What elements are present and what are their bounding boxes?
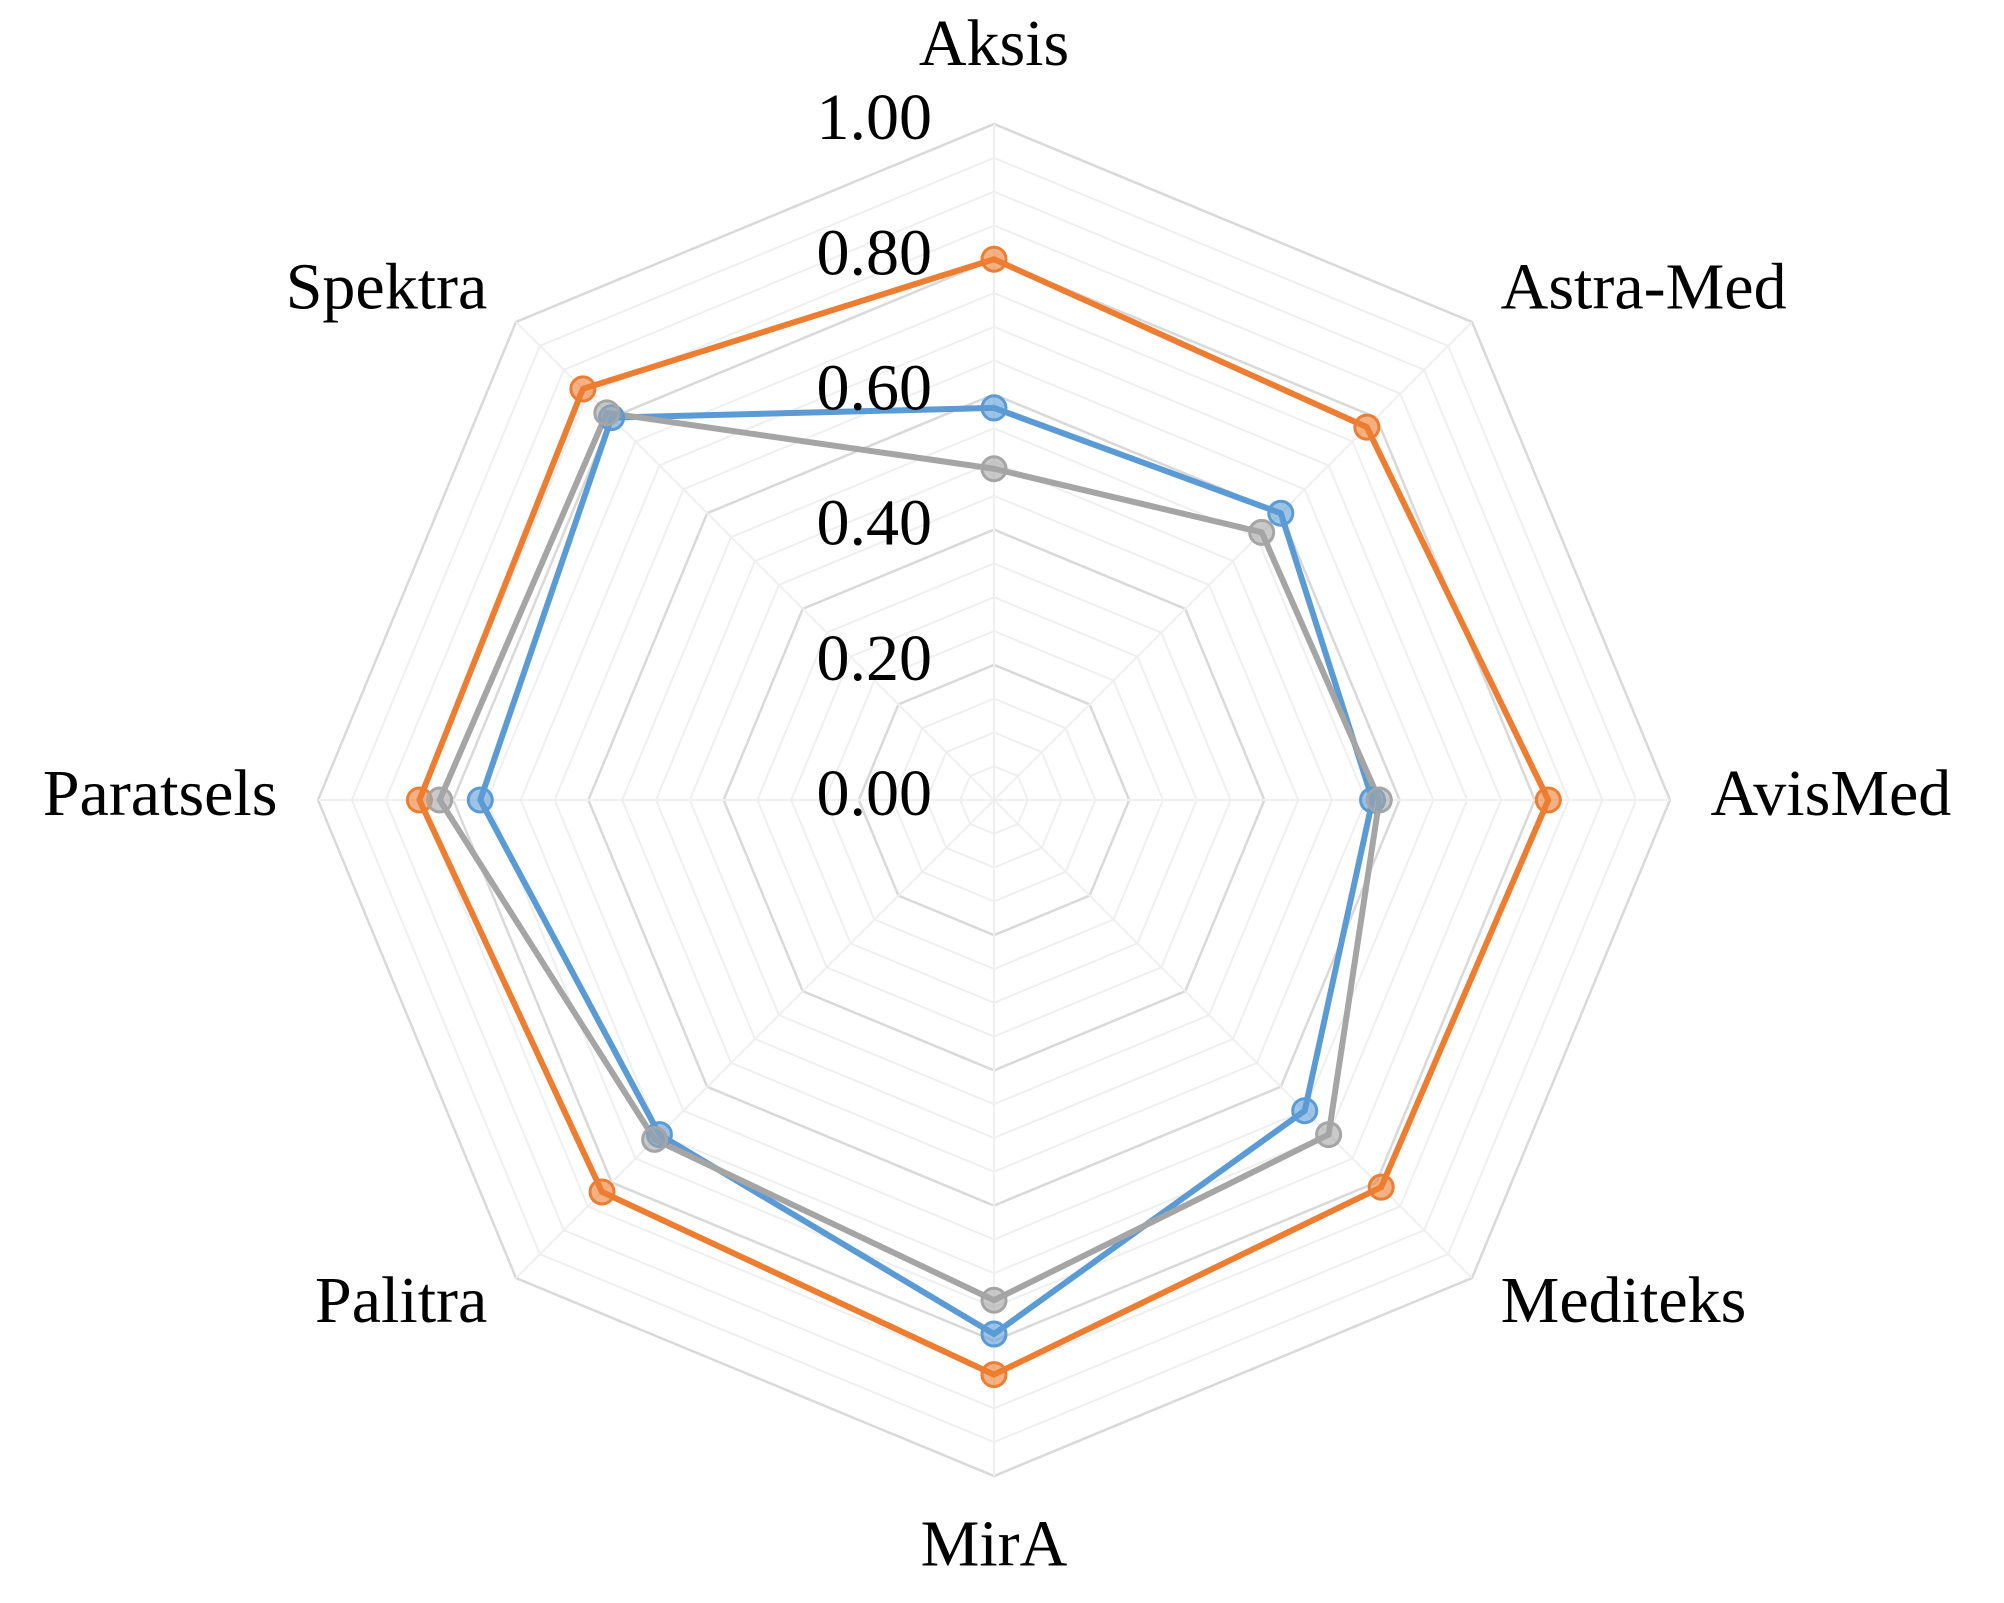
series-marker	[1315, 1121, 1343, 1149]
tick-label: 0.60	[817, 352, 933, 425]
series-marker	[980, 1286, 1008, 1314]
series-marker	[980, 1361, 1008, 1389]
series-marker	[593, 399, 621, 427]
category-label: Palitra	[315, 1264, 487, 1337]
series-marker	[980, 1320, 1008, 1348]
category-label: AvisMed	[1711, 757, 1952, 830]
category-label: Aksis	[919, 7, 1069, 80]
tick-label: 0.00	[817, 757, 933, 830]
spoke	[515, 321, 995, 801]
series-marker	[1534, 786, 1562, 814]
series-marker	[1367, 1173, 1395, 1201]
series-marker	[980, 394, 1008, 422]
series-marker	[1248, 518, 1276, 546]
series-marker	[980, 455, 1008, 483]
category-label: MirA	[921, 1508, 1068, 1581]
series-marker	[980, 245, 1008, 273]
series-marker	[466, 786, 494, 814]
series-marker	[1365, 786, 1393, 814]
series-marker	[588, 1178, 616, 1206]
series-marker	[1353, 413, 1381, 441]
category-label: Astra-Med	[1501, 250, 1787, 323]
tick-label: 0.20	[817, 622, 933, 695]
tick-label: 1.00	[817, 81, 933, 154]
spoke	[993, 321, 1473, 801]
category-label: Mediteks	[1501, 1264, 1747, 1337]
series-marker	[641, 1125, 669, 1153]
tick-label: 0.40	[817, 487, 933, 560]
category-label: Spektra	[286, 250, 488, 323]
tick-label: 0.80	[817, 216, 933, 289]
series-marker	[1267, 499, 1295, 527]
series-marker	[1291, 1097, 1319, 1125]
series-marker	[426, 786, 454, 814]
category-label: Paratsels	[43, 757, 278, 830]
series-marker	[569, 375, 597, 403]
spoke	[993, 799, 1473, 1279]
